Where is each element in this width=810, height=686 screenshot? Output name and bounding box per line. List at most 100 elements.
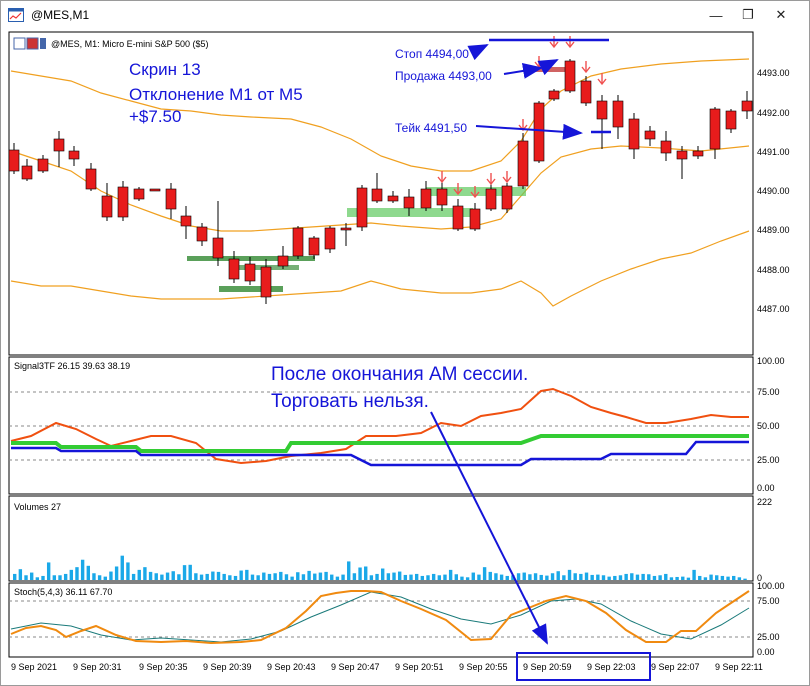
- sell-arrow-icon: [437, 171, 447, 184]
- volume-bar: [250, 574, 255, 580]
- volume-bar: [284, 574, 289, 580]
- bear-candle: [117, 181, 129, 221]
- sell-arrow-icon: [486, 173, 496, 186]
- bear-candle: [517, 133, 529, 189]
- bear-candle: [692, 146, 704, 159]
- bear-candle: [165, 183, 177, 219]
- volume-bar: [375, 573, 379, 580]
- volume-bar: [545, 575, 549, 580]
- volume-bar: [126, 562, 130, 580]
- volume-bar: [222, 573, 226, 580]
- time-label: 9 Sep 22:11: [715, 662, 763, 672]
- price-axis: 4493.00 4492.00 4491.00 4490.00 4489.00 …: [757, 68, 790, 314]
- signal-green-line: [11, 434, 749, 453]
- price-label: 4489.00: [757, 225, 790, 235]
- volume-bar: [245, 569, 249, 580]
- volume-bar: [80, 559, 85, 580]
- volume-panel-header: Volumes 27: [14, 502, 61, 512]
- bear-candle: [53, 131, 65, 167]
- volume-bar: [601, 575, 606, 580]
- time-axis: 9 Sep 2021 9 Sep 20:31 9 Sep 20:35 9 Sep…: [11, 662, 763, 672]
- volume-bar: [409, 574, 413, 580]
- level-label: 25.00: [757, 632, 780, 642]
- bear-candle: [149, 188, 161, 192]
- time-label: 9 Sep 20:31: [73, 662, 122, 672]
- bear-candle: [533, 101, 545, 163]
- bear-candle: [741, 91, 753, 119]
- level-label: 100.00: [757, 581, 785, 591]
- bear-candle: [676, 146, 688, 179]
- restore-button[interactable]: ❐: [742, 7, 754, 22]
- volume-bar: [533, 573, 538, 580]
- pointer-arrow: [430, 411, 548, 645]
- bear-candle: [244, 257, 256, 285]
- volume-max-label: 222: [757, 497, 772, 507]
- volume-bar: [494, 573, 498, 580]
- volume-bar: [290, 576, 294, 580]
- volume-bar: [58, 575, 62, 580]
- time-label: 9 Sep 20:39: [203, 662, 252, 672]
- volume-bar: [692, 569, 696, 580]
- note-line: +$7.50: [129, 107, 181, 126]
- volume-bar: [41, 575, 45, 580]
- volume-bar: [364, 566, 368, 580]
- volume-bar: [613, 575, 617, 580]
- volume-bar: [18, 569, 23, 580]
- volume-bar: [352, 573, 357, 580]
- bear-candle: [308, 236, 320, 259]
- time-label: 9 Sep 20:59: [523, 662, 572, 672]
- time-label: 9 Sep 22:07: [651, 662, 700, 672]
- minimize-button[interactable]: —: [709, 7, 723, 23]
- time-label: 9 Sep 20:35: [139, 662, 188, 672]
- volume-bar: [205, 573, 209, 580]
- volume-bar: [341, 574, 345, 580]
- bear-candle: [356, 185, 368, 231]
- volume-bar: [29, 572, 34, 580]
- level-label: 100.00: [757, 356, 785, 366]
- volume-bar: [454, 574, 458, 580]
- bear-candle: [580, 76, 592, 106]
- chart-area[interactable]: @MES, M1: Micro E-mini S&P 500 ($5) 4493…: [1, 31, 809, 685]
- time-label: 9 Sep 20:51: [395, 662, 444, 672]
- bear-candle: [628, 113, 640, 159]
- title-bar[interactable]: @MES,M1 — ❐ ✕: [1, 1, 809, 31]
- volume-bar: [715, 575, 719, 580]
- level-label: 75.00: [757, 387, 780, 397]
- stoch-levels: 100.00 75.00 25.00 0.00: [9, 581, 785, 657]
- toolbar-icons[interactable]: [13, 37, 46, 50]
- volume-bar: [177, 574, 181, 580]
- level-label: 25.00: [757, 455, 780, 465]
- volume-bars: [13, 555, 747, 580]
- warning-note: После окончания АМ сессии. Торговать нел…: [271, 364, 528, 412]
- time-label: 9 Sep 22:03: [587, 662, 636, 672]
- bear-candle: [548, 89, 560, 101]
- note-line: Отклонение М1 от М5: [129, 85, 303, 104]
- volume-bar: [686, 577, 691, 580]
- envelope-bands: [10, 58, 750, 307]
- volume-bar: [279, 571, 283, 580]
- bear-candle: [277, 246, 289, 269]
- volume-bar: [539, 574, 543, 580]
- sell-arrow-icon: [502, 171, 512, 184]
- bear-candle: [709, 107, 721, 159]
- volume-bar: [596, 574, 600, 580]
- volume-bar: [590, 574, 594, 580]
- volume-bar: [330, 574, 334, 580]
- signal-orange-line: [10, 387, 749, 465]
- volume-bar: [550, 573, 555, 580]
- stoch-panel-header: Stoch(5,4,3) 36.11 67.70: [14, 587, 112, 597]
- volume-bar: [63, 573, 68, 580]
- volume-bar: [488, 571, 492, 580]
- bear-candle: [725, 109, 737, 133]
- volume-bar: [239, 570, 243, 580]
- volume-bar: [211, 571, 215, 580]
- volume-bar: [675, 576, 679, 580]
- price-label: 4490.00: [757, 186, 790, 196]
- price-label: 4487.00: [757, 304, 790, 314]
- bear-candle: [133, 187, 145, 201]
- note-line: Скрин 13: [129, 60, 201, 79]
- sell-arrow-icon: [581, 61, 591, 74]
- volume-bar: [624, 573, 628, 580]
- close-button[interactable]: ✕: [775, 7, 787, 22]
